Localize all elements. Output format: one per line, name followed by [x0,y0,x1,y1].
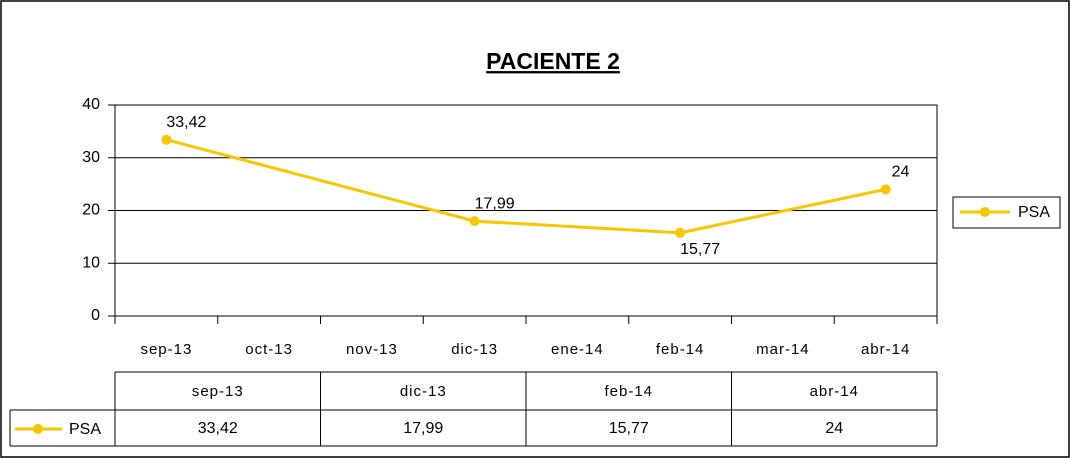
y-tick-label: 0 [91,307,100,324]
y-tick-label: 20 [82,202,100,219]
data-point [161,134,172,145]
chart-title: PACIENTE 2 [486,48,620,74]
x-tick-label: abr-14 [861,341,910,358]
x-tick-label: feb-14 [656,341,705,358]
x-tick-label: oct-13 [245,341,293,358]
x-tick-label: dic-13 [451,341,498,358]
table-value: 33,42 [198,420,238,437]
x-tick-label: sep-13 [140,341,192,358]
table-value: 24 [825,420,843,437]
data-label: 15,77 [680,241,720,258]
data-point [469,216,480,227]
table-value: 17,99 [403,420,443,437]
data-point [880,184,891,195]
x-tick-label: nov-13 [346,341,398,358]
y-tick-label: 40 [82,96,100,113]
series-line [165,138,886,235]
table-header: feb-14 [604,383,653,400]
data-label: 33,42 [166,114,206,131]
legend-marker [980,207,990,217]
legend-label: PSA [1018,204,1050,221]
y-tick-label: 10 [82,254,100,271]
table-legend-marker [33,424,43,434]
table-value: 15,77 [609,420,649,437]
data-point [675,227,686,238]
data-label: 24 [892,164,910,181]
data-label: 17,99 [475,195,515,212]
y-tick-label: 30 [82,149,100,166]
table-header: sep-13 [192,383,244,400]
table-row-label: PSA [69,421,101,438]
table-header: abr-14 [810,383,859,400]
x-tick-label: ene-14 [551,341,604,358]
table-header: dic-13 [400,383,447,400]
x-tick-label: mar-14 [756,341,810,358]
